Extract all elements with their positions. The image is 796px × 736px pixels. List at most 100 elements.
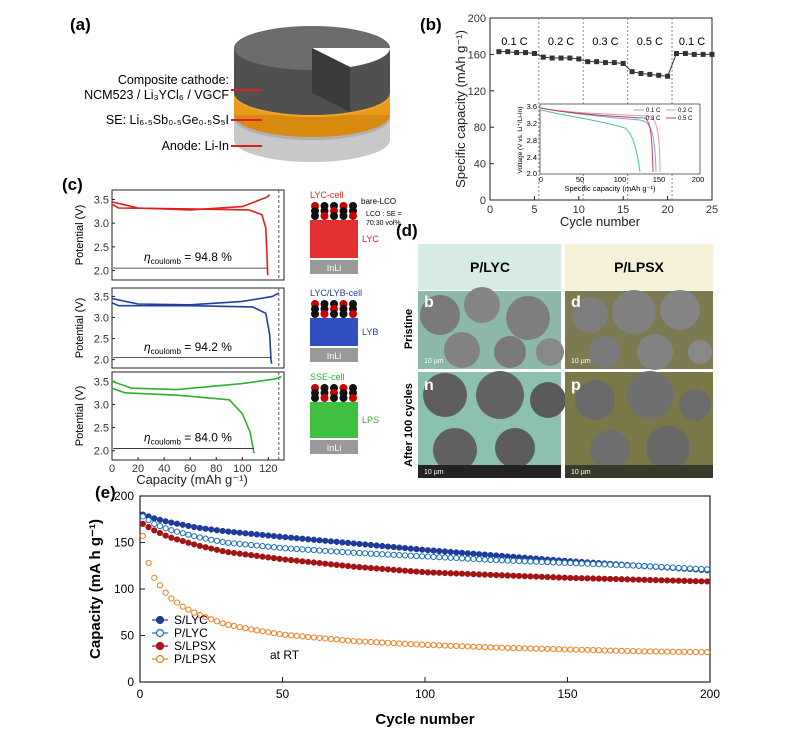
chart-e-point xyxy=(476,556,483,563)
chart-b-point xyxy=(647,71,653,77)
chart-e-point xyxy=(390,640,397,647)
chart-e-point xyxy=(219,620,226,627)
chart-e-point xyxy=(139,513,146,520)
inset-legend-item: 0.2 C xyxy=(678,108,693,114)
panel-c-discharge-curve xyxy=(111,302,273,364)
scale-bar-label: 10 µm xyxy=(424,358,444,365)
panel-c-ytick-label: 2.5 xyxy=(94,334,109,346)
panel-c-ylabel: Potential (V) xyxy=(74,386,86,447)
chart-e-point xyxy=(230,622,238,630)
chart-e-point xyxy=(544,573,551,581)
chart-e-point xyxy=(578,560,585,567)
chart-e-point xyxy=(704,649,711,656)
chart-e-point xyxy=(493,644,500,651)
inset-ytick: 2.4 xyxy=(527,153,537,162)
chart-e-point xyxy=(464,555,471,562)
chart-e-point xyxy=(550,559,557,566)
chart-b-xtick-label: 5 xyxy=(531,204,537,216)
chart-e-point xyxy=(339,539,346,546)
chart-e-xtick-label: 0 xyxy=(137,687,144,701)
chart-e-legend-label: P/LYC xyxy=(174,626,208,640)
chart-e-point xyxy=(635,576,642,583)
chart-e-point xyxy=(270,532,278,540)
chart-e-point xyxy=(379,542,386,550)
chart-e-point xyxy=(219,527,226,535)
chart-e-point xyxy=(168,534,175,541)
chart-e-point xyxy=(441,554,449,561)
chart-e-point xyxy=(230,540,238,547)
chart-e-point xyxy=(213,537,221,544)
chart-b-point xyxy=(505,49,511,55)
chart-e-point xyxy=(253,552,260,559)
chart-e-point xyxy=(487,571,494,578)
chart-e-point xyxy=(572,646,580,653)
chart-e-point xyxy=(373,550,380,558)
panel-c-ytick-label: 2.5 xyxy=(94,242,109,254)
chart-e-point xyxy=(607,647,614,654)
chart-e-point xyxy=(419,553,426,560)
chart-e-point xyxy=(413,641,420,648)
col-header-bg xyxy=(565,244,713,290)
chart-e-point xyxy=(316,537,323,544)
chart-e-point xyxy=(310,536,317,543)
chart-e-point xyxy=(652,577,659,584)
chart-e-point xyxy=(384,543,392,550)
chart-b-point xyxy=(540,54,546,60)
chart-e-point xyxy=(464,570,471,578)
panel-c-xtick-label: 100 xyxy=(233,463,251,475)
cathode-label-line1: Composite cathode: xyxy=(118,73,229,87)
chart-e-point xyxy=(652,563,659,570)
electrolyte-layer-label: LYC xyxy=(362,234,379,244)
chart-e-point xyxy=(208,536,215,543)
chart-e-xtick-label: 200 xyxy=(700,687,720,701)
cell-schematic-name: LYC/LYB-cell xyxy=(310,288,362,298)
chart-e-point xyxy=(675,577,682,584)
chart-e-point xyxy=(567,646,574,653)
chart-e-point xyxy=(139,532,146,540)
chart-e-point xyxy=(686,565,694,572)
chart-e-point xyxy=(618,561,625,569)
chart-e-point xyxy=(681,565,688,572)
chart-e-point xyxy=(248,552,255,559)
chart-e-point xyxy=(652,648,659,655)
chart-e-point xyxy=(151,574,158,581)
chart-e-point xyxy=(327,635,335,643)
chart-b-point xyxy=(620,61,626,66)
chart-e-point xyxy=(327,538,335,545)
chart-e-point xyxy=(424,553,431,560)
chart-e-point xyxy=(373,542,380,549)
inset-xlabel: Specific capacity (mAh g⁻¹) xyxy=(564,184,656,193)
scale-bar-label: 10 µm xyxy=(571,469,591,476)
chart-e-point xyxy=(156,516,164,523)
chart-e-point xyxy=(635,648,642,655)
chart-e-point xyxy=(550,645,557,653)
inset-xtick: 100 xyxy=(614,175,627,184)
chart-e-point xyxy=(151,520,158,528)
micrograph-tile-d: d 10 µm xyxy=(565,290,713,370)
chart-e-point xyxy=(248,530,255,537)
chart-e-point xyxy=(191,541,198,548)
chart-e-point xyxy=(344,562,352,570)
ratio-label: LCO : SE = xyxy=(366,211,402,218)
panel-c-ytick-label: 2.0 xyxy=(94,355,109,367)
chart-e-point xyxy=(259,531,266,539)
chart-e-point xyxy=(396,567,403,574)
chart-e-point xyxy=(572,560,580,567)
chart-e-point xyxy=(669,648,677,655)
chart-e-point xyxy=(293,557,300,564)
chart-e-point xyxy=(493,571,500,579)
chart-e-point xyxy=(316,547,323,554)
chart-e-point xyxy=(259,553,266,560)
chart-e-point xyxy=(322,547,329,554)
chart-e-point xyxy=(202,544,209,551)
cathode-particle xyxy=(320,212,329,220)
chart-e-point xyxy=(436,547,443,555)
scale-bar-label: 10 µm xyxy=(424,469,444,476)
chart-e-point xyxy=(476,643,483,651)
chart-e-point xyxy=(344,539,352,547)
inset-legend-item: 0.3 C xyxy=(646,116,661,122)
chart-e-point xyxy=(419,546,426,553)
chart-e-xtick-label: 100 xyxy=(415,687,435,701)
chart-e-point xyxy=(339,636,346,644)
inset-ytick: 3.2 xyxy=(527,119,537,128)
